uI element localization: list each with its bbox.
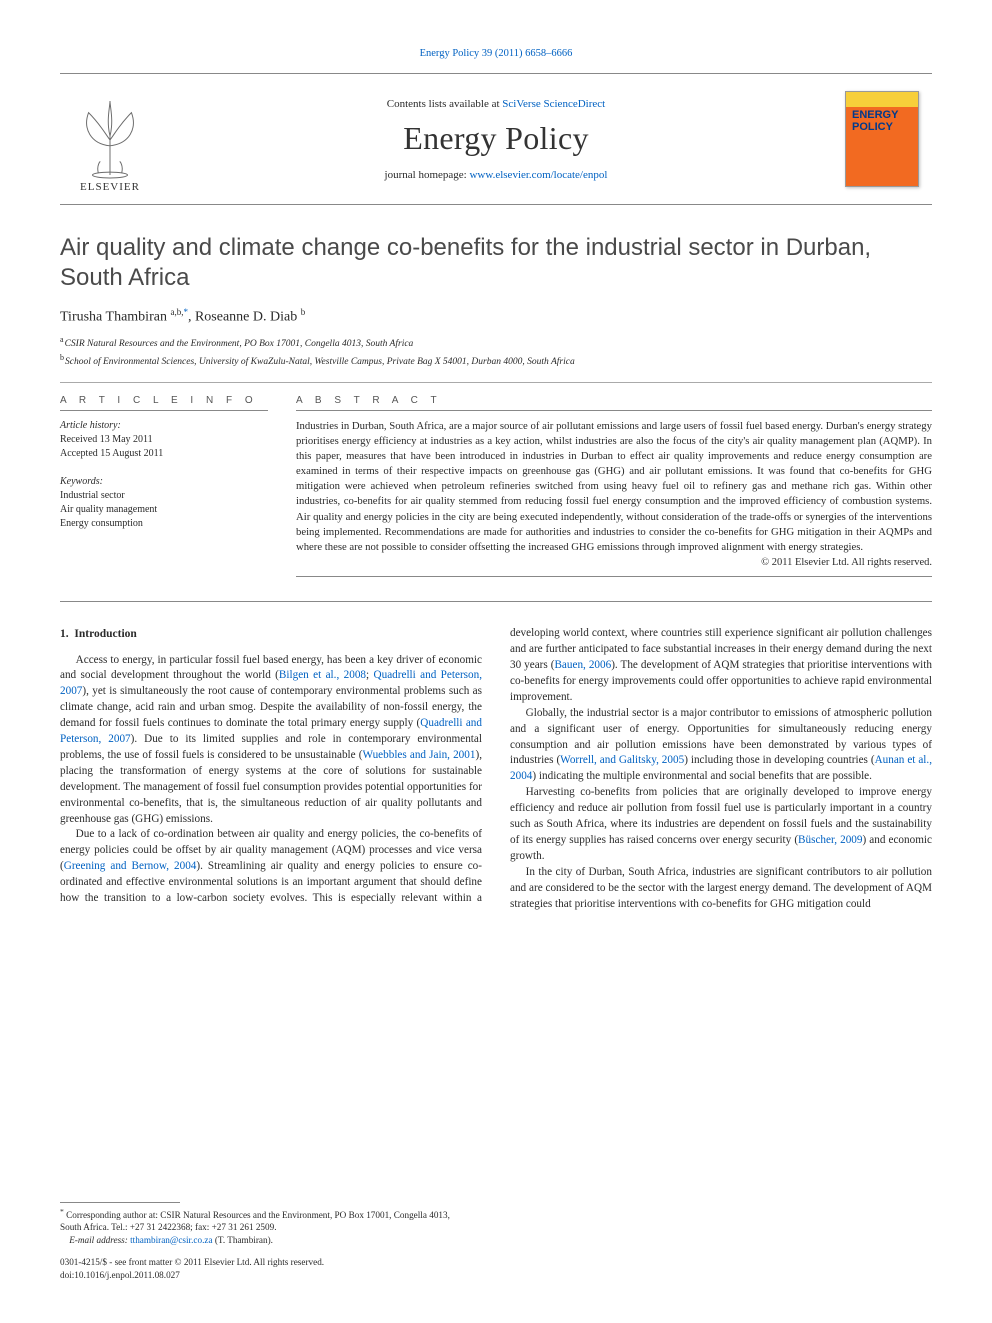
article-info-rule <box>60 410 268 411</box>
article-info-heading: A R T I C L E I N F O <box>60 395 268 406</box>
cite-bilgen-2008[interactable]: Bilgen et al., 2008 <box>279 669 366 681</box>
author-2: Roseanne D. Diab <box>195 310 297 325</box>
running-head-link[interactable]: Energy Policy 39 (2011) 6658–6666 <box>420 48 573 59</box>
contents-available-line: Contents lists available at SciVerse Sci… <box>387 98 605 110</box>
running-head-citation: Energy Policy 39 (2011) 6658–6666 <box>60 48 932 59</box>
author-1: Tirusha Thambiran <box>60 310 167 325</box>
affiliation-a: aCSIR Natural Resources and the Environm… <box>60 334 932 352</box>
publisher-logo: ELSEVIER <box>60 74 160 204</box>
section-1-heading: 1. Introduction <box>60 626 482 642</box>
author-1-affil-sup: a,b, <box>170 307 183 317</box>
cite-bauen-2006[interactable]: Bauen, 2006 <box>554 659 611 671</box>
p3-seg-b: ) including those in developing countrie… <box>684 754 874 766</box>
email-suffix: (T. Thambiran). <box>215 1235 273 1245</box>
history-accepted: Accepted 15 August 2011 <box>60 447 268 461</box>
p1-seg-c: ), yet is simultaneously the root cause … <box>60 685 482 729</box>
author-2-affil-sup: b <box>301 307 306 317</box>
abstract-text: Industries in Durban, South Africa, are … <box>296 419 932 556</box>
footnote-zone: * Corresponding author at: CSIR Natural … <box>60 1202 470 1281</box>
body-para-3: Globally, the industrial sector is a maj… <box>510 706 932 786</box>
section-number: 1. <box>60 628 69 640</box>
article-history-block: Article history: Received 13 May 2011 Ac… <box>60 419 268 461</box>
rule-above-body <box>60 601 932 602</box>
corresponding-email-link[interactable]: tthambiran@csir.co.za <box>128 1235 215 1245</box>
issn-line: 0301-4215/$ - see front matter © 2011 El… <box>60 1256 470 1268</box>
affil-a-text: CSIR Natural Resources and the Environme… <box>65 339 414 349</box>
abstract-rule <box>296 410 932 411</box>
keywords-label: Keywords: <box>60 475 268 489</box>
cite-worrell-2005[interactable]: Worrell, and Galitsky, 2005 <box>560 754 684 766</box>
abstract-column: A B S T R A C T Industries in Durban, So… <box>296 395 932 586</box>
email-label: E-mail address: <box>69 1235 128 1245</box>
elsevier-tree-icon <box>71 97 149 179</box>
footnote-rule <box>60 1202 180 1203</box>
homepage-prefix: journal homepage: <box>385 169 470 181</box>
corresponding-author-note: * Corresponding author at: CSIR Natural … <box>60 1207 470 1246</box>
keyword-1: Industrial sector <box>60 489 268 503</box>
journal-name: Energy Policy <box>403 120 589 157</box>
scidirect-link[interactable]: SciVerse ScienceDirect <box>502 98 605 110</box>
article-info-column: A R T I C L E I N F O Article history: R… <box>60 395 268 586</box>
article-title: Air quality and climate change co-benefi… <box>60 233 932 293</box>
contents-prefix: Contents lists available at <box>387 98 502 110</box>
journal-cover-thumb: ENERGY POLICY <box>832 74 932 204</box>
p2-seg-b: ). Streamlining air quality and energy p… <box>196 860 467 872</box>
issn-doi-block: 0301-4215/$ - see front matter © 2011 El… <box>60 1256 470 1281</box>
section-title: Introduction <box>74 628 136 640</box>
abstract-heading: A B S T R A C T <box>296 395 932 406</box>
keywords-block: Keywords: Industrial sector Air quality … <box>60 475 268 531</box>
keyword-2: Air quality management <box>60 503 268 517</box>
cite-greening-2004[interactable]: Greening and Bernow, 2004 <box>64 860 197 872</box>
cover-title-line2: POLICY <box>852 121 893 133</box>
keyword-3: Energy consumption <box>60 517 268 531</box>
article-body: 1. Introduction Access to energy, in par… <box>60 626 932 912</box>
corr-text: Corresponding author at: CSIR Natural Re… <box>60 1210 450 1232</box>
rule-above-info <box>60 382 932 383</box>
body-para-5: In the city of Durban, South Africa, ind… <box>510 865 932 913</box>
history-received: Received 13 May 2011 <box>60 433 268 447</box>
journal-homepage-line: journal homepage: www.elsevier.com/locat… <box>385 169 608 181</box>
publisher-brand-text: ELSEVIER <box>80 181 140 193</box>
body-para-4: Harvesting co-benefits from policies tha… <box>510 785 932 865</box>
journal-masthead: ELSEVIER Contents lists available at Sci… <box>60 73 932 205</box>
authors-line: Tirusha Thambiran a,b,*, Roseanne D. Dia… <box>60 307 932 326</box>
abstract-bottom-rule <box>296 576 932 577</box>
p3-seg-c: ) indicating the multiple environmental … <box>532 770 872 782</box>
p1-seg-b: ; <box>366 669 374 681</box>
history-label: Article history: <box>60 419 268 433</box>
doi-line: doi:10.1016/j.enpol.2011.08.027 <box>60 1269 470 1281</box>
cite-buscher-2009[interactable]: Büscher, 2009 <box>798 834 862 846</box>
abstract-copyright: © 2011 Elsevier Ltd. All rights reserved… <box>296 557 932 568</box>
body-para-1: Access to energy, in particular fossil f… <box>60 653 482 828</box>
author-separator: , <box>188 310 195 325</box>
affil-b-text: School of Environmental Sciences, Univer… <box>65 357 575 367</box>
affiliations: aCSIR Natural Resources and the Environm… <box>60 334 932 370</box>
cover-title-line1: ENERGY <box>852 109 898 121</box>
cite-wuebbles-2001[interactable]: Wuebbles and Jain, 2001 <box>362 749 475 761</box>
affiliation-b: bSchool of Environmental Sciences, Unive… <box>60 352 932 370</box>
journal-homepage-link[interactable]: www.elsevier.com/locate/enpol <box>469 169 607 181</box>
